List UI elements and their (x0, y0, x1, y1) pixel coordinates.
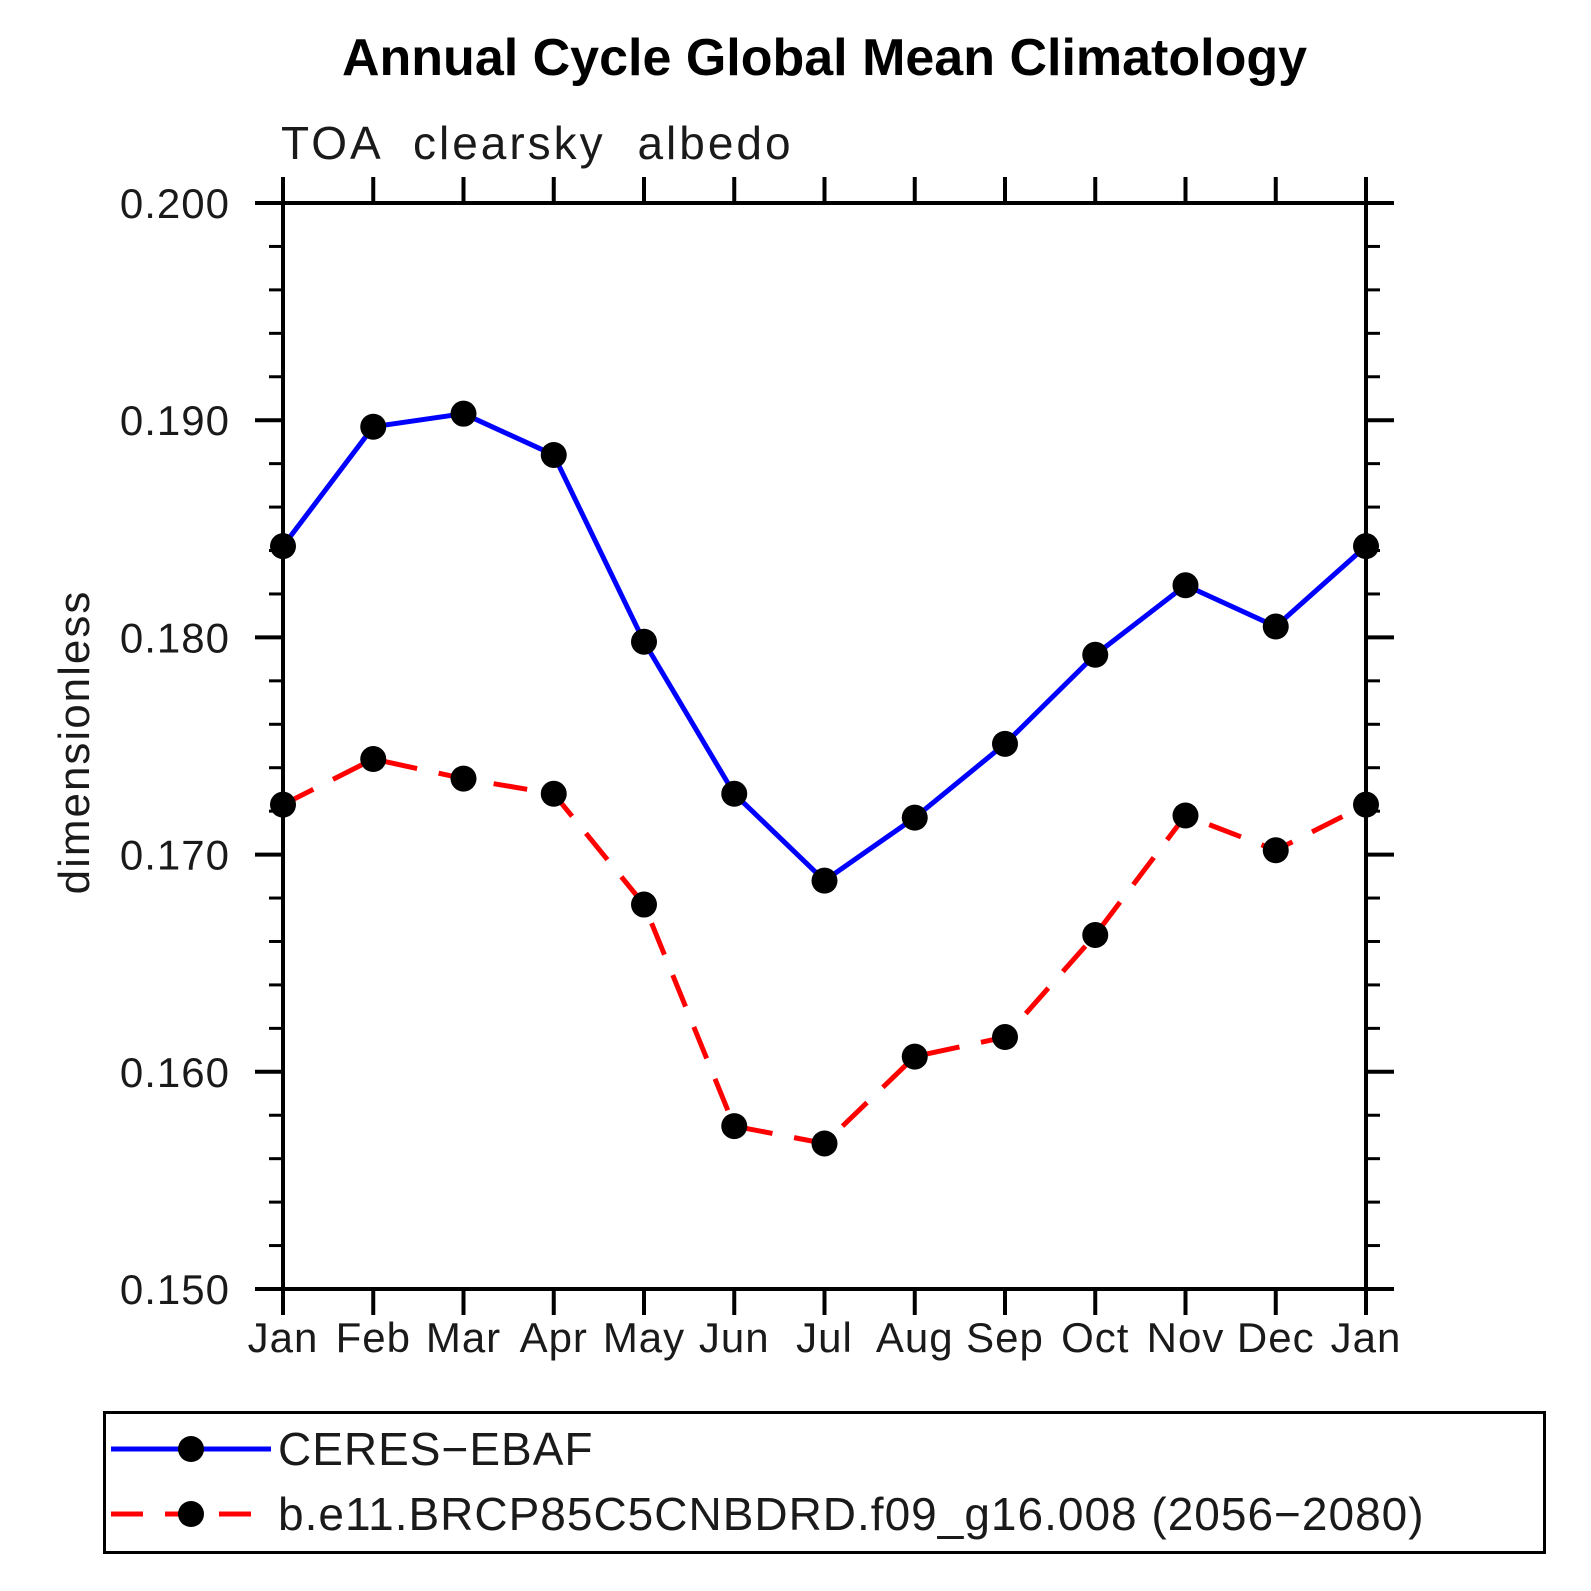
data-point (1262, 613, 1289, 640)
data-point (360, 413, 387, 440)
series-line-0 (281, 411, 1368, 884)
x-axis-tick-label: Sep (966, 1314, 1044, 1361)
data-point (450, 400, 477, 427)
data-point (360, 746, 387, 773)
data-point (631, 891, 657, 918)
data-point (721, 1113, 748, 1140)
data-point (540, 441, 567, 468)
legend-item-observation: CERES−EBAF (108, 1423, 594, 1475)
data-point (450, 765, 477, 792)
legend-box: CERES−EBAF b.e11.BRCP85C5CNBDRD.f09_g16.… (103, 1411, 1546, 1554)
data-point (1353, 533, 1379, 560)
x-axis-tick-label: Dec (1237, 1314, 1315, 1361)
x-axis-tick-label: Jul (796, 1314, 853, 1361)
x-axis-tick-label: Nov (1147, 1314, 1225, 1361)
data-point (540, 780, 567, 807)
legend-marker-dot (178, 1436, 204, 1462)
y-axis-tick-label: 0.200 (120, 180, 230, 227)
data-point (992, 1024, 1018, 1051)
x-axis-tick-label: Jan (1331, 1314, 1402, 1361)
data-point (901, 804, 928, 831)
data-point (1262, 837, 1289, 864)
legend-marker-dot (178, 1501, 204, 1527)
y-axis-tick-label: 0.170 (120, 832, 230, 879)
y-axis-tick-label: 0.160 (120, 1049, 230, 1096)
legend-label: CERES−EBAF (278, 1423, 594, 1475)
x-axis-tick-label: Aug (876, 1314, 954, 1361)
series-line-1 (281, 756, 1368, 1146)
data-point (1172, 572, 1199, 599)
data-point (270, 791, 296, 818)
x-axis-tick-label: Jan (248, 1314, 319, 1361)
y-axis-tick-label: 0.180 (120, 614, 230, 661)
legend-sample-dashed-line (111, 1501, 271, 1527)
data-point (901, 1043, 928, 1070)
data-point (270, 533, 296, 560)
y-axis-tick-label: 0.190 (120, 397, 230, 444)
data-point (721, 780, 748, 807)
legend-sample-solid-line (111, 1436, 271, 1462)
x-axis-tick-label: Jun (699, 1314, 770, 1361)
chart-title: Annual Cycle Global Mean Climatology (341, 29, 1308, 87)
data-point (811, 867, 838, 894)
data-point (811, 1130, 838, 1157)
data-point (1353, 791, 1379, 818)
x-axis-tick-label: Feb (336, 1314, 411, 1361)
data-point (1082, 921, 1109, 948)
data-point (992, 730, 1018, 757)
x-axis-tick-label: May (603, 1314, 685, 1361)
plot-frame (281, 201, 1368, 1291)
x-axis-tick-label: Mar (426, 1314, 501, 1361)
data-point (1172, 802, 1199, 829)
y-axis-tick-label: 0.150 (120, 1266, 230, 1313)
x-axis-tick-label: Apr (520, 1314, 588, 1361)
legend-label: b.e11.BRCP85C5CNBDRD.f09_g16.008 (2056−2… (278, 1488, 1425, 1540)
x-axis-tick-label: Oct (1061, 1314, 1129, 1361)
legend-item-model: b.e11.BRCP85C5CNBDRD.f09_g16.008 (2056−2… (108, 1488, 1425, 1540)
data-point (1082, 641, 1109, 668)
data-point (631, 628, 657, 655)
chart-subtitle: TOA clearsky albedo (281, 117, 794, 169)
